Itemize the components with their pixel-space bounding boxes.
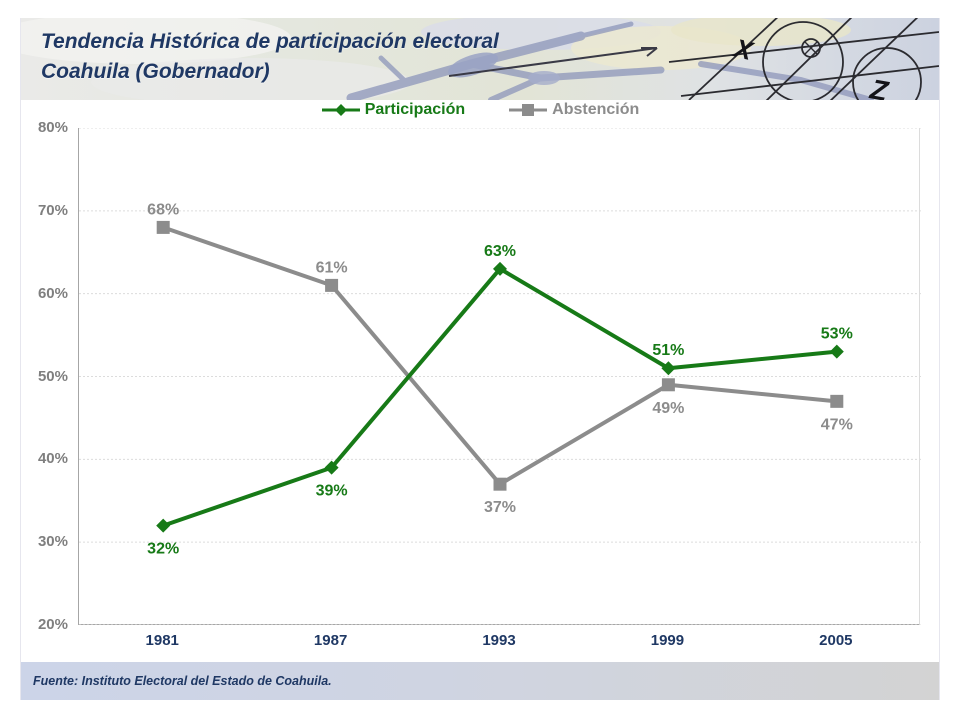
data-label: 32% — [147, 541, 179, 558]
y-tick-label: 30% — [37, 533, 68, 551]
data-label: 37% — [484, 499, 516, 516]
data-label: 61% — [316, 259, 348, 276]
abstencion-line-marker-icon — [509, 104, 548, 116]
data-label: 49% — [652, 400, 684, 417]
participacion-marker — [493, 261, 507, 276]
participacion-marker — [829, 344, 844, 359]
data-label: 39% — [316, 483, 348, 500]
abstencion-marker — [661, 378, 675, 392]
abstencion-marker — [156, 220, 170, 234]
abstencion-marker — [830, 394, 844, 408]
page-header: X Z Tendencia Histórica de participación… — [21, 18, 939, 100]
y-tick-label: 80% — [37, 119, 68, 136]
y-tick-label: 20% — [37, 616, 68, 633]
data-label: 53% — [821, 326, 853, 343]
slide-frame — [20, 18, 940, 700]
x-tick-label: 1981 — [145, 632, 179, 649]
source-text: Fuente: Instituto Electoral del Estado d… — [33, 674, 332, 688]
x-tick-label: 2005 — [819, 632, 853, 649]
participacion-marker — [661, 361, 676, 376]
legend-item-participacion: Participación — [321, 101, 466, 119]
page-title-line1: Tendencia Histórica de participación ele… — [41, 30, 499, 53]
y-tick-label: 70% — [37, 201, 68, 219]
source-bar: Fuente: Instituto Electoral del Estado d… — [21, 662, 939, 700]
x-tick-label: 1987 — [313, 632, 348, 649]
abstencion-marker — [325, 278, 339, 292]
abstencion-marker — [493, 477, 507, 491]
y-tick-label: 40% — [37, 450, 68, 468]
legend-label-participacion: Participación — [364, 101, 466, 118]
participacion-line-marker-icon — [321, 104, 360, 116]
x-tick-label: 1993 — [482, 632, 516, 649]
data-label: 63% — [484, 243, 516, 260]
data-label: 47% — [821, 416, 853, 433]
chart-legend: Participación Abstención — [0, 98, 961, 122]
legend-item-abstencion: Abstención — [509, 101, 639, 119]
chart-plot-area: 68% 61% 37% 49% 47% 32% 39% 63% 51% 53% — [78, 128, 921, 625]
participacion-marker — [156, 518, 171, 533]
page-title-line2: Coahuila (Gobernador) — [41, 60, 270, 83]
x-tick-label: 1999 — [650, 632, 685, 649]
x-axis-labels: 1981 1987 1993 1999 2005 — [78, 632, 920, 654]
participacion-marker — [324, 460, 339, 475]
header-artwork-image: X Z — [21, 18, 939, 100]
y-tick-label: 50% — [37, 367, 68, 385]
y-tick-label: 60% — [37, 284, 68, 302]
data-label: 51% — [652, 342, 684, 359]
legend-label-abstencion: Abstención — [552, 101, 640, 118]
data-label: 68% — [147, 201, 179, 218]
y-axis-labels: 80% 70% 60% 50% 40% 30% 20% — [20, 119, 68, 633]
